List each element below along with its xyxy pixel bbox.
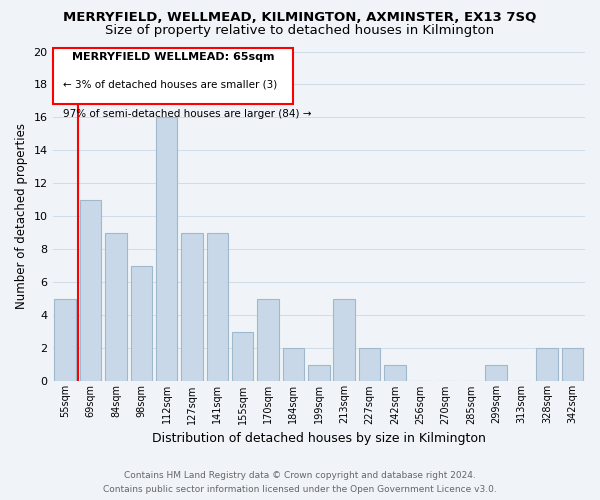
Text: Contains HM Land Registry data © Crown copyright and database right 2024.: Contains HM Land Registry data © Crown c… — [124, 472, 476, 480]
Bar — [232, 332, 253, 382]
Text: ← 3% of detached houses are smaller (3): ← 3% of detached houses are smaller (3) — [63, 80, 277, 90]
Bar — [181, 233, 203, 382]
Text: 97% of semi-detached houses are larger (84) →: 97% of semi-detached houses are larger (… — [63, 109, 311, 119]
Text: MERRYFIELD WELLMEAD: 65sqm: MERRYFIELD WELLMEAD: 65sqm — [72, 52, 274, 62]
Bar — [105, 233, 127, 382]
Bar — [283, 348, 304, 382]
Bar — [308, 365, 329, 382]
Y-axis label: Number of detached properties: Number of detached properties — [15, 124, 28, 310]
Text: Size of property relative to detached houses in Kilmington: Size of property relative to detached ho… — [106, 24, 494, 37]
Bar — [131, 266, 152, 382]
Text: Contains public sector information licensed under the Open Government Licence v3: Contains public sector information licen… — [103, 484, 497, 494]
FancyBboxPatch shape — [53, 48, 293, 104]
Bar — [206, 233, 228, 382]
Bar — [334, 299, 355, 382]
Bar — [536, 348, 558, 382]
Bar — [485, 365, 507, 382]
X-axis label: Distribution of detached houses by size in Kilmington: Distribution of detached houses by size … — [152, 432, 486, 445]
Bar — [257, 299, 279, 382]
Bar — [384, 365, 406, 382]
Bar — [562, 348, 583, 382]
Bar — [156, 118, 178, 382]
Text: MERRYFIELD, WELLMEAD, KILMINGTON, AXMINSTER, EX13 7SQ: MERRYFIELD, WELLMEAD, KILMINGTON, AXMINS… — [64, 11, 536, 24]
Bar — [359, 348, 380, 382]
Bar — [80, 200, 101, 382]
Bar — [55, 299, 76, 382]
